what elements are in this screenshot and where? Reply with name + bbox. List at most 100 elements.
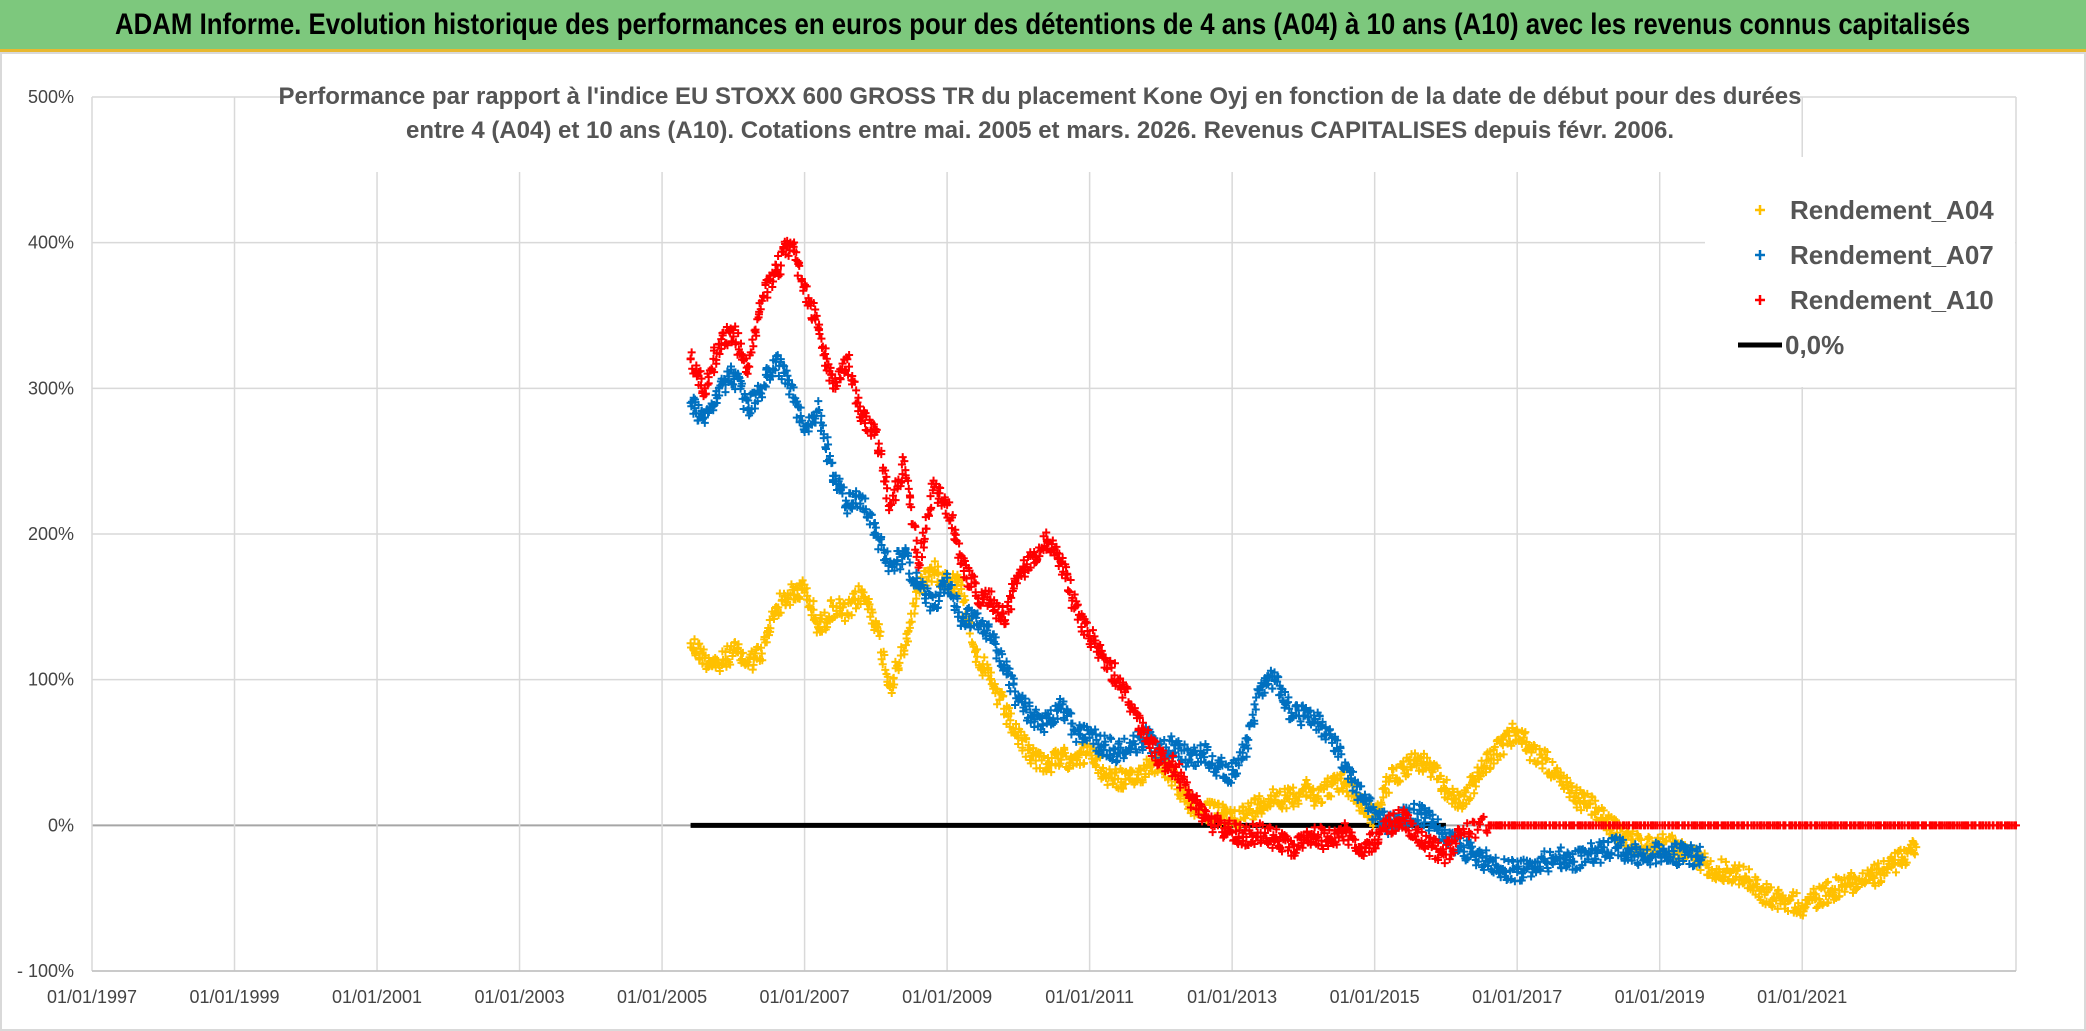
data-point	[1567, 782, 1576, 791]
data-point	[878, 660, 887, 669]
data-point	[692, 647, 701, 656]
data-point	[861, 505, 870, 514]
data-point	[1395, 776, 1404, 785]
data-point	[1060, 743, 1069, 752]
data-point	[695, 654, 704, 663]
data-point	[700, 418, 709, 427]
data-point	[758, 393, 767, 402]
data-point	[998, 692, 1007, 701]
data-point	[1238, 754, 1247, 763]
data-point	[1060, 716, 1069, 725]
x-tick-label: 01/01/2021	[1757, 987, 1847, 1007]
data-point	[1056, 759, 1065, 768]
data-point	[1125, 775, 1134, 784]
data-point	[1031, 705, 1040, 714]
data-point	[1721, 857, 1730, 866]
data-point	[798, 576, 807, 585]
data-point	[893, 556, 902, 565]
data-point	[838, 489, 847, 498]
data-point	[785, 390, 794, 399]
data-point	[1011, 700, 1020, 709]
data-point	[1250, 719, 1259, 728]
data-point	[786, 600, 795, 609]
data-point	[912, 574, 921, 583]
data-point	[931, 590, 940, 599]
data-point	[1818, 900, 1827, 909]
data-point	[1209, 801, 1218, 810]
data-point	[1240, 743, 1249, 752]
data-point	[717, 661, 726, 670]
data-point	[1074, 729, 1083, 738]
data-point	[721, 388, 730, 397]
data-point	[766, 624, 775, 633]
data-point	[1326, 730, 1335, 739]
data-point	[837, 611, 846, 620]
data-point	[796, 403, 805, 412]
data-point	[1717, 855, 1726, 864]
data-point	[1410, 799, 1419, 808]
data-point	[1021, 752, 1030, 761]
data-point	[1696, 866, 1705, 875]
data-point	[1264, 679, 1273, 688]
data-point	[779, 361, 788, 370]
data-point	[882, 555, 891, 564]
data-point	[811, 414, 820, 423]
data-point	[1433, 763, 1442, 772]
data-point	[1349, 767, 1358, 776]
data-point	[800, 426, 809, 435]
data-point	[1011, 687, 1020, 696]
data-point	[1377, 800, 1386, 809]
data-point	[730, 638, 739, 647]
data-point	[1870, 860, 1879, 869]
data-point	[789, 383, 798, 392]
data-point	[1294, 799, 1303, 808]
x-tick-label: 01/01/2007	[760, 987, 850, 1007]
data-point	[783, 379, 792, 388]
data-point	[1482, 756, 1491, 765]
data-point	[953, 594, 962, 603]
data-point	[1183, 746, 1192, 755]
data-point	[934, 597, 943, 606]
data-point	[1217, 753, 1226, 762]
data-point	[1268, 684, 1277, 693]
data-point	[898, 560, 907, 569]
data-point	[890, 680, 899, 689]
data-point	[761, 382, 770, 391]
data-point	[1012, 720, 1020, 729]
data-point	[694, 400, 703, 409]
data-point	[1080, 759, 1089, 768]
data-point	[1877, 877, 1886, 886]
data-point	[867, 510, 876, 519]
data-point	[1753, 875, 1762, 884]
chart-title-line-1: Performance par rapport à l'indice EU ST…	[279, 83, 1802, 110]
data-point	[1251, 812, 1260, 821]
data-point	[1054, 754, 1063, 763]
data-point	[1792, 889, 1801, 898]
data-point	[1369, 803, 1378, 812]
data-point	[1891, 868, 1900, 877]
data-point	[1156, 740, 1165, 749]
data-point	[783, 371, 792, 380]
y-tick-label: - 100%	[17, 961, 74, 981]
data-point	[1745, 865, 1753, 874]
legend-background	[1705, 157, 2015, 387]
data-point	[1498, 735, 1507, 744]
data-point	[1849, 872, 1858, 881]
report-banner: ADAM Informe. Evolution historique des p…	[0, 0, 2086, 52]
data-point	[991, 633, 1000, 642]
data-point	[1018, 743, 1027, 752]
data-point	[1039, 752, 1048, 761]
data-point	[861, 494, 870, 503]
data-point	[1306, 706, 1315, 715]
data-point	[835, 474, 844, 483]
data-point	[851, 587, 860, 596]
data-point	[817, 411, 826, 420]
data-point	[839, 483, 848, 492]
data-point	[818, 421, 827, 430]
y-axis-ticks: - 100% 0% 100% 200% 300% 400% 500%	[17, 87, 74, 981]
data-point	[816, 611, 825, 620]
data-point	[798, 416, 807, 425]
x-tick-label: 01/01/2015	[1330, 987, 1420, 1007]
data-point	[753, 397, 762, 406]
data-point	[1410, 749, 1419, 758]
